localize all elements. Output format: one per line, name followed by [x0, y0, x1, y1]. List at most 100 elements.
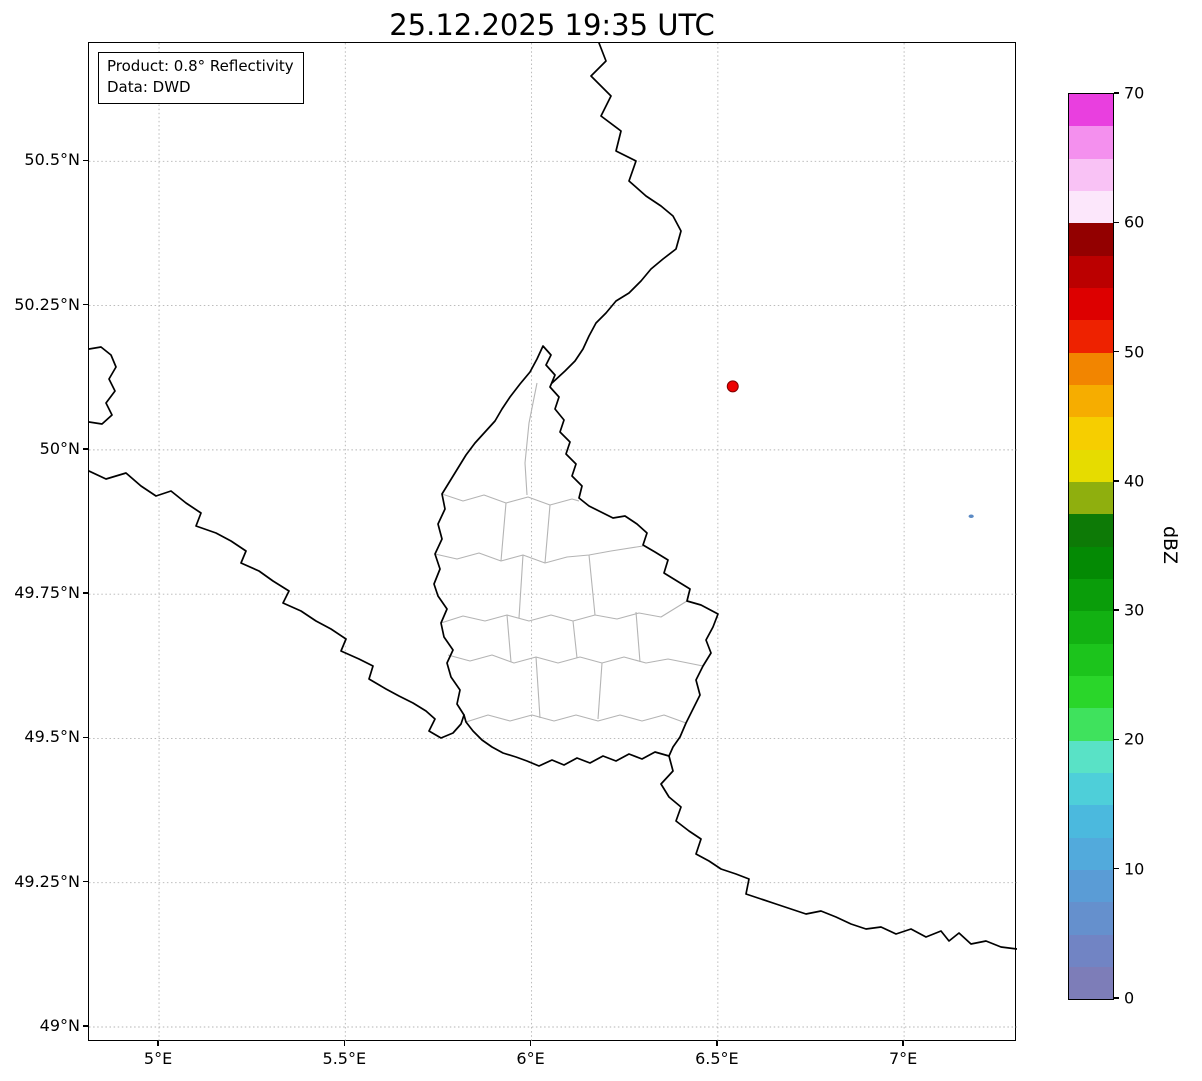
colorbar-segment — [1069, 675, 1113, 709]
colorbar-tick-mark — [1114, 221, 1119, 223]
colorbar-tick-label: 20 — [1124, 729, 1145, 749]
colorbar — [1068, 93, 1114, 1000]
colorbar-segment — [1069, 255, 1113, 288]
colorbar-segment — [1069, 934, 1113, 967]
colorbar-tick-label: 50 — [1124, 342, 1145, 362]
canton-border — [465, 714, 687, 724]
x-tick-label: 7°E — [888, 1049, 918, 1068]
border-givet-salient — [89, 346, 117, 425]
canton-border — [434, 545, 644, 564]
x-tick-label: 5.5°E — [322, 1049, 367, 1068]
colorbar-tick-label: 0 — [1124, 988, 1135, 1008]
radar-site-marker — [726, 380, 739, 393]
x-tick-mark — [716, 1041, 718, 1046]
map-canvas — [89, 43, 1017, 1042]
colorbar-segment — [1069, 805, 1113, 838]
colorbar-tick-mark — [1114, 997, 1119, 999]
colorbar-tick-label: 10 — [1124, 859, 1145, 879]
luxembourg-canton-borders — [434, 382, 704, 724]
colorbar-tick-label: 70 — [1124, 83, 1145, 103]
y-tick-mark — [83, 1025, 88, 1027]
x-tick-label: 6°E — [516, 1049, 545, 1068]
canton-border — [572, 620, 578, 659]
map-markers — [726, 380, 974, 519]
colorbar-segment — [1069, 546, 1113, 579]
y-tick-label: 50°N — [39, 438, 80, 458]
canton-border — [440, 600, 688, 624]
colorbar-segment — [1069, 708, 1113, 741]
colorbar-segment — [1069, 966, 1113, 1000]
colorbar-segment — [1069, 287, 1113, 321]
colorbar-tick-mark — [1114, 868, 1119, 870]
product-info-box: Product: 0.8° Reflectivity Data: DWD — [98, 52, 304, 104]
colorbar-segment — [1069, 514, 1113, 547]
gridlines — [89, 43, 1017, 1042]
plot-title: 25.12.2025 19:35 UTC — [389, 8, 715, 42]
colorbar-segment — [1069, 126, 1113, 159]
colorbar-segment — [1069, 158, 1113, 191]
colorbar-segment — [1069, 772, 1113, 806]
y-tick-mark — [83, 159, 88, 161]
colorbar-tick-label: 60 — [1124, 212, 1145, 232]
country-borders — [89, 43, 1017, 950]
colorbar-tick-label: 40 — [1124, 471, 1145, 491]
y-tick-label: 50.25°N — [14, 294, 80, 314]
colorbar-segment — [1069, 449, 1113, 482]
y-tick-label: 49.25°N — [14, 871, 80, 891]
y-tick-label: 49°N — [39, 1015, 80, 1035]
product-info-line2: Data: DWD — [107, 78, 191, 96]
canton-border — [441, 493, 580, 506]
colorbar-segment — [1069, 837, 1113, 870]
x-tick-mark — [529, 1041, 532, 1046]
colorbar-segment — [1069, 611, 1113, 644]
canton-border — [597, 662, 603, 720]
colorbar-segment — [1069, 384, 1113, 418]
canton-border — [588, 554, 596, 616]
colorbar-segment — [1069, 902, 1113, 935]
border-luxembourg — [433, 345, 719, 767]
colorbar-segment — [1069, 352, 1113, 385]
colorbar-axis-label: dBZ — [1159, 525, 1181, 565]
y-tick-mark — [83, 881, 88, 883]
y-tick-label: 50.5°N — [24, 150, 80, 170]
canton-border — [506, 614, 512, 663]
x-tick-mark — [902, 1041, 904, 1046]
y-tick-label: 49.5°N — [24, 727, 80, 747]
colorbar-segment — [1069, 417, 1113, 450]
x-tick-mark — [343, 1041, 345, 1046]
colorbar-segment — [1069, 481, 1113, 515]
reflectivity-echo — [968, 514, 974, 519]
colorbar-segment — [1069, 740, 1113, 773]
canton-border — [524, 382, 538, 496]
colorbar-segment — [1069, 869, 1113, 903]
colorbar-tick-mark — [1114, 738, 1119, 741]
y-tick-label: 49.75°N — [14, 583, 80, 603]
product-info-line1: Product: 0.8° Reflectivity — [107, 57, 294, 75]
border-belgium-germany — [551, 43, 682, 384]
colorbar-segment — [1069, 578, 1113, 612]
colorbar-tick-mark — [1114, 350, 1119, 353]
colorbar-tick-mark — [1114, 92, 1119, 94]
colorbar-segment — [1069, 223, 1113, 256]
canton-border — [447, 654, 704, 667]
colorbar-segment — [1069, 94, 1113, 127]
canton-border — [544, 504, 551, 564]
x-tick-mark — [157, 1041, 159, 1046]
y-tick-mark — [83, 592, 88, 594]
canton-border — [500, 502, 507, 562]
y-tick-mark — [83, 303, 88, 306]
colorbar-tick-mark — [1114, 609, 1119, 611]
border-france-germany — [660, 755, 1017, 950]
y-tick-mark — [83, 736, 88, 739]
colorbar-segment — [1069, 320, 1113, 353]
canton-border — [518, 554, 524, 619]
canton-border — [635, 611, 641, 663]
colorbar-segment — [1069, 190, 1113, 224]
canton-border — [535, 656, 541, 719]
x-tick-label: 6.5°E — [695, 1049, 739, 1068]
map-plot-area: Product: 0.8° Reflectivity Data: DWD — [88, 42, 1017, 1042]
y-tick-mark — [83, 448, 88, 450]
colorbar-tick-mark — [1114, 480, 1119, 482]
border-france-belgium — [89, 470, 465, 739]
